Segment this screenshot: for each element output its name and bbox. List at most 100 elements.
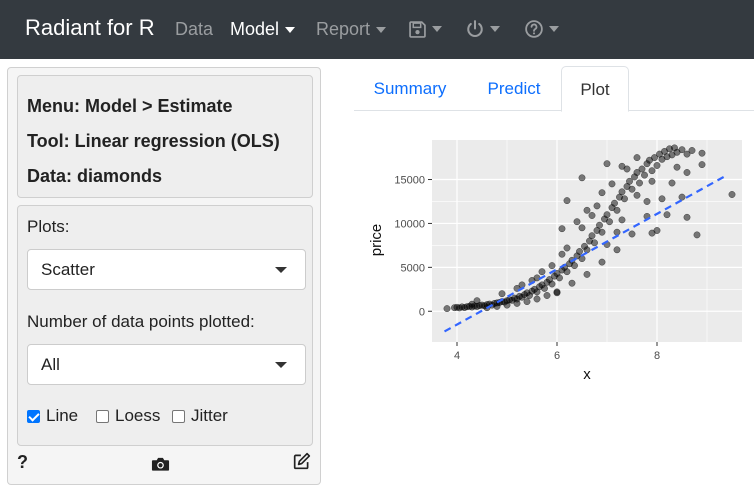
data-point — [668, 179, 676, 187]
data-point — [608, 180, 616, 188]
data-point — [548, 280, 556, 288]
loess-checkbox-label: Loess — [115, 406, 161, 425]
data-point — [571, 262, 578, 270]
npoints-label: Number of data points plotted: — [27, 312, 255, 331]
tab-plot[interactable]: Plot — [561, 66, 629, 112]
nav-model[interactable]: Model — [230, 19, 296, 40]
data-point — [633, 191, 641, 199]
plots-select-value: Scatter — [41, 260, 95, 279]
data-point — [543, 292, 551, 299]
data-point — [628, 230, 636, 238]
data-point — [568, 279, 576, 287]
data-point — [588, 232, 596, 240]
y-tick-label: 10000 — [394, 218, 425, 230]
data-point — [576, 248, 583, 255]
y-tick-label: 0 — [419, 306, 425, 318]
data-point — [603, 211, 611, 219]
x-tick-label: 6 — [554, 350, 560, 362]
data-point — [583, 270, 591, 278]
data-point — [648, 177, 656, 185]
data-point — [563, 197, 571, 205]
line-checkbox-label: Line — [46, 406, 79, 425]
edit-report-button[interactable] — [293, 452, 311, 475]
help-link[interactable]: ? — [17, 452, 28, 472]
chevron-down-icon — [285, 27, 296, 34]
data-point — [621, 195, 628, 203]
menu-path: Menu: Model > Estimate — [27, 96, 233, 116]
data-point — [583, 246, 591, 254]
y-tick-label: 15000 — [394, 175, 425, 187]
app-brand[interactable]: Radiant for R — [25, 15, 155, 40]
plot-options-panel: Plots: Scatter Number of data points plo… — [17, 205, 313, 446]
data-point — [638, 165, 646, 173]
data-point — [598, 228, 606, 236]
data-point — [513, 299, 521, 307]
npoints-select-value: All — [41, 355, 60, 374]
data-point — [678, 193, 686, 201]
data-point — [636, 179, 643, 187]
data-point — [558, 250, 566, 258]
scatter-plot: 0 5000 10000 15000 4 6 8 x price — [368, 140, 742, 383]
loess-checkbox[interactable]: Loess — [96, 406, 160, 426]
data-point — [533, 295, 541, 303]
data-point — [623, 165, 631, 173]
data-point — [556, 274, 563, 282]
chevron-down-icon — [432, 26, 442, 32]
screenshot-button[interactable] — [151, 456, 170, 477]
tab-summary[interactable]: Summary — [373, 79, 447, 98]
data-point — [651, 154, 658, 162]
data-point — [498, 290, 506, 298]
data-point — [678, 146, 686, 154]
checkbox-unchecked[interactable] — [172, 409, 185, 423]
data-point — [633, 169, 641, 176]
regression-line — [443, 174, 728, 333]
data-point — [728, 191, 736, 198]
data-point — [473, 297, 481, 305]
data-point — [538, 268, 546, 276]
npoints-select[interactable]: All — [27, 344, 306, 385]
data-point — [493, 302, 501, 310]
y-axis-label: price — [368, 224, 385, 257]
power-menu[interactable] — [466, 17, 500, 41]
data-point — [633, 154, 641, 162]
plots-label: Plots: — [27, 217, 70, 236]
data-point — [548, 262, 556, 270]
data-point — [598, 189, 606, 197]
checkbox-checked[interactable] — [27, 409, 40, 423]
data-point — [683, 150, 691, 158]
data-point — [648, 229, 656, 237]
save-icon — [409, 20, 426, 38]
data-point — [643, 198, 651, 205]
data-point — [563, 268, 571, 276]
x-axis-label: x — [583, 366, 591, 383]
nav-data[interactable]: Data — [175, 19, 214, 39]
checkbox-unchecked[interactable] — [96, 409, 109, 423]
save-menu[interactable] — [409, 17, 442, 41]
data-point — [683, 169, 691, 176]
data-point — [611, 199, 618, 207]
tab-predict[interactable]: Predict — [487, 79, 541, 98]
data-point — [663, 211, 671, 219]
caret-down-icon — [275, 362, 287, 368]
data-point — [626, 177, 633, 185]
data-point — [573, 218, 581, 226]
data-point — [443, 305, 451, 313]
data-point — [613, 206, 621, 214]
data-point — [588, 212, 596, 219]
help-menu[interactable] — [525, 17, 559, 41]
data-point — [698, 149, 706, 157]
jitter-checkbox[interactable]: Jitter — [172, 406, 228, 426]
data-point — [688, 147, 696, 154]
nav-report-label: Report — [316, 19, 371, 39]
data-point — [518, 281, 526, 289]
nav-report[interactable]: Report — [316, 19, 387, 40]
x-tick-label: 8 — [654, 350, 660, 362]
plots-select[interactable]: Scatter — [27, 249, 306, 290]
x-tick-label: 4 — [454, 350, 460, 362]
dataset-name: Data: diamonds — [27, 166, 163, 186]
chevron-down-icon — [376, 27, 387, 34]
line-checkbox[interactable]: Line — [27, 406, 78, 426]
chevron-down-icon — [490, 26, 500, 32]
data-point — [693, 231, 701, 239]
data-point — [578, 174, 586, 182]
